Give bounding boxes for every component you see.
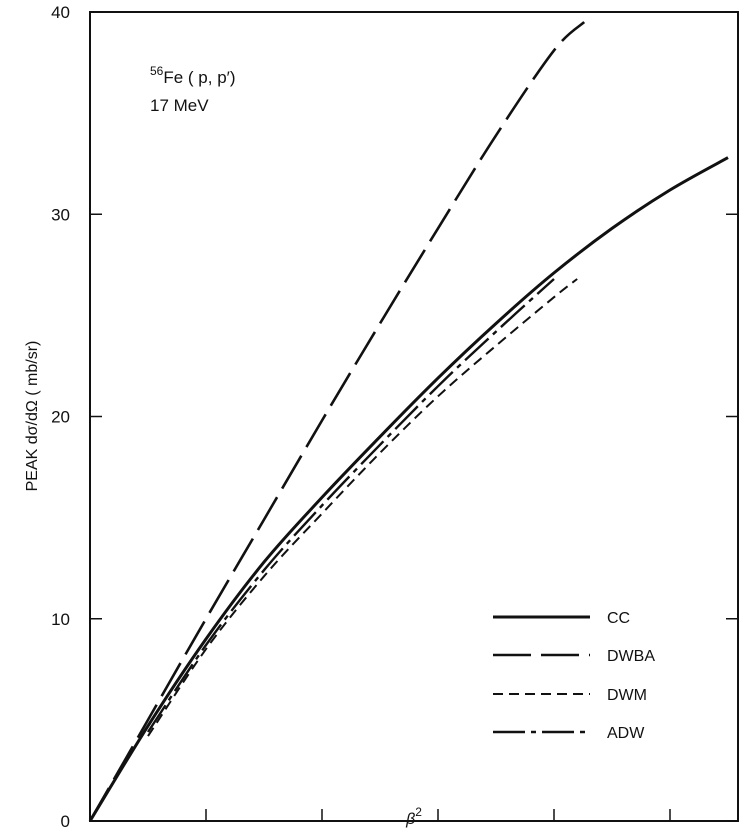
reaction-text: Fe ( p, p′) (163, 68, 235, 87)
y-tick-label: 0 (61, 812, 70, 831)
reaction-superscript: 56 (150, 64, 164, 78)
y-tick-label: 30 (51, 205, 70, 224)
reaction-label: 56Fe ( p, p′) (150, 64, 236, 87)
x-axis-label: β2 (405, 805, 422, 828)
legend-label-cc: CC (607, 610, 630, 627)
y-axis-label: PEAK dσ/dΩ ( mb/sr) (24, 341, 41, 492)
legend: CC DWBA DWM ADW (493, 610, 655, 742)
x-tick-label: 0 (85, 832, 94, 834)
legend-label-adw: ADW (607, 725, 645, 742)
legend-label-dwba: DWBA (607, 648, 655, 665)
series-line-dwm (147, 278, 578, 737)
y-tick-label: 20 (51, 408, 70, 427)
x-tick-label: 0.15 (421, 832, 454, 834)
x-axis-label-sup: 2 (415, 805, 422, 819)
x-tick-label: 0.05 (189, 832, 222, 834)
energy-label: 17 MeV (150, 96, 209, 115)
x-tick-label: 0.20 (537, 832, 570, 834)
y-tick-label: 40 (51, 3, 70, 22)
series-line-adw (147, 278, 555, 733)
series-layer (88, 21, 729, 822)
x-axis-label-base: β (405, 811, 415, 828)
x-tick-label: 0.25 (653, 832, 686, 834)
x-tick-label: 0.10 (305, 832, 338, 834)
y-tick-label: 10 (51, 610, 70, 629)
tick-marks: 0 0.05 0.10 0.15 0.20 0.25 0 10 20 30 40 (51, 3, 738, 834)
legend-label-dwm: DWM (607, 687, 647, 704)
series-line-cc (88, 156, 729, 822)
series-line-dwba (88, 21, 586, 822)
